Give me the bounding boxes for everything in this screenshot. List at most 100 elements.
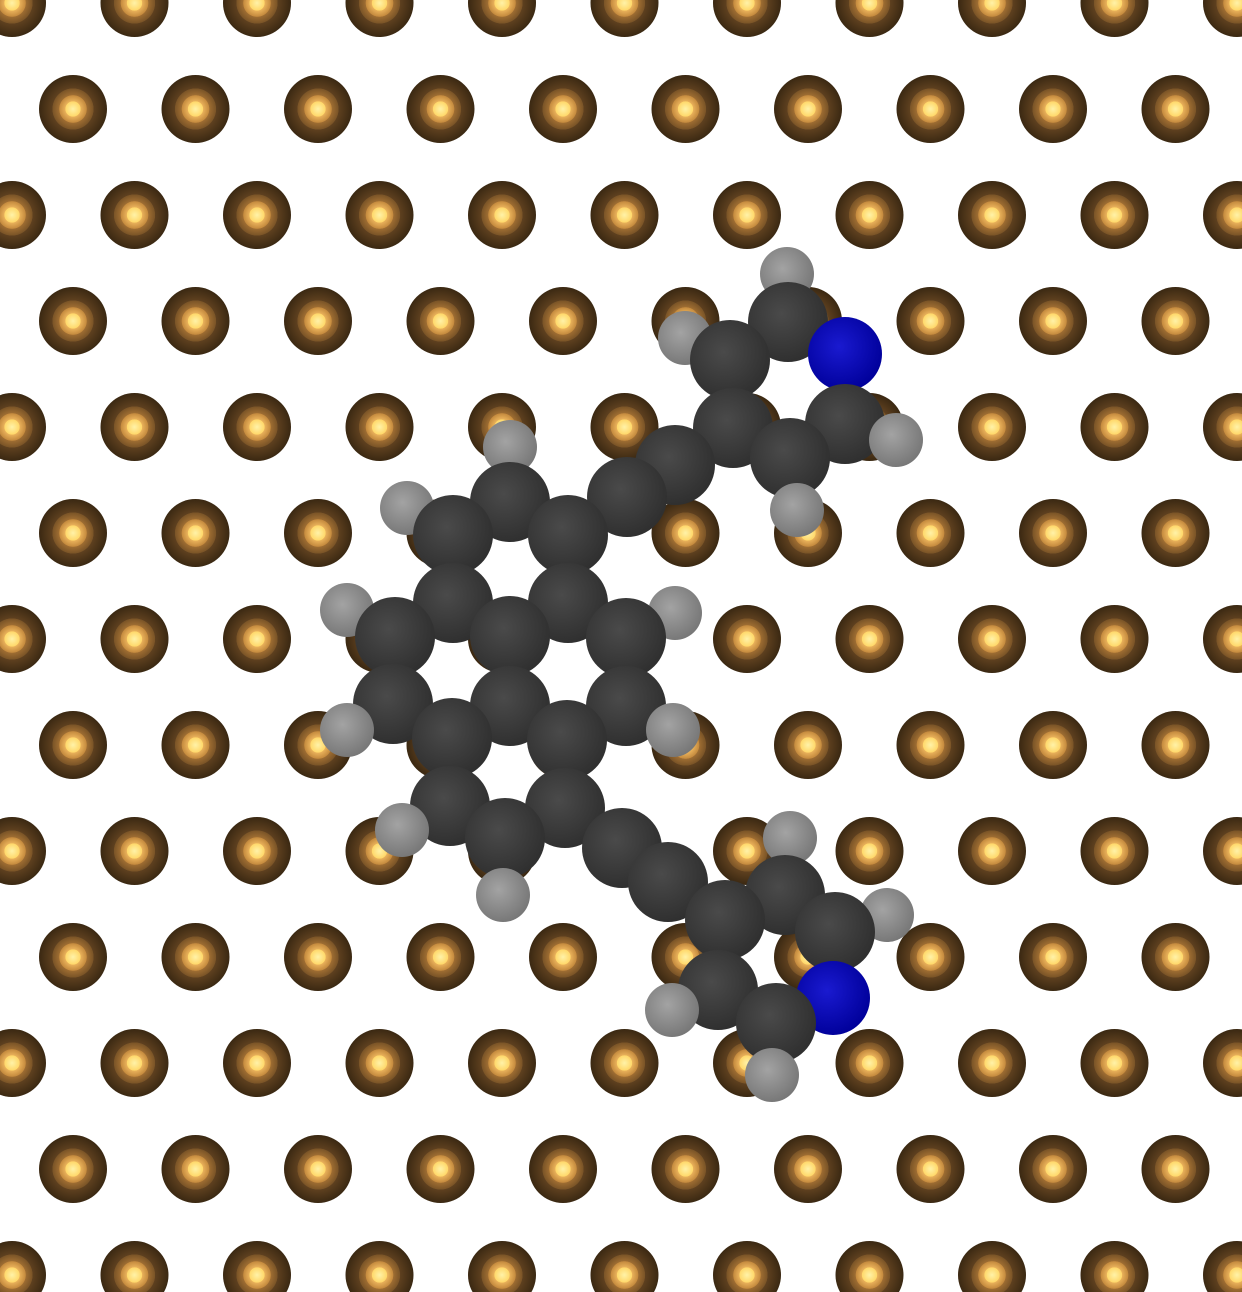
hydrogen-atom [869, 413, 923, 467]
surface-atom [774, 75, 842, 143]
carbon-atom [628, 842, 708, 922]
surface-atom [1141, 1135, 1210, 1203]
surface-atom [1080, 0, 1149, 37]
surface-atom [896, 711, 965, 779]
surface-atom [958, 605, 1026, 673]
surface-atom [835, 605, 904, 673]
surface-atom [39, 923, 107, 991]
surface-atom [223, 0, 291, 37]
surface-atom [1080, 181, 1149, 249]
surface-atom [345, 1241, 414, 1292]
surface-atom [161, 1135, 230, 1203]
surface-atom [406, 1135, 475, 1203]
surface-atom [223, 1029, 291, 1097]
surface-atom [835, 181, 904, 249]
surface-atom [958, 817, 1026, 885]
surface-atom [345, 1029, 414, 1097]
surface-atom [1141, 499, 1210, 567]
carbon-atom [586, 598, 666, 678]
surface-atom [284, 1135, 352, 1203]
surface-atom [1019, 75, 1087, 143]
surface-atom [100, 181, 169, 249]
surface-atom [1141, 287, 1210, 355]
surface-atom [958, 0, 1026, 37]
hydrogen-atom [646, 703, 700, 757]
surface-atom [835, 1029, 904, 1097]
surface-atom [1080, 1029, 1149, 1097]
surface-atom [345, 181, 414, 249]
surface-atom [39, 1135, 107, 1203]
carbon-atom [748, 282, 828, 362]
carbon-atom [465, 798, 545, 878]
surface-atom [958, 1241, 1026, 1292]
surface-atom [39, 75, 107, 143]
surface-atom [774, 711, 842, 779]
surface-atom [284, 287, 352, 355]
surface-atom [345, 0, 414, 37]
surface-atom [100, 817, 169, 885]
carbon-atom [690, 320, 770, 400]
surface-atom [468, 1029, 536, 1097]
surface-atom [468, 181, 536, 249]
surface-atom [1080, 605, 1149, 673]
surface-atom [774, 1135, 842, 1203]
surface-atom [590, 181, 659, 249]
surface-atom [161, 287, 230, 355]
carbon-atom [586, 666, 666, 746]
surface-atom [1080, 817, 1149, 885]
surface-atom [223, 817, 291, 885]
surface-atom [958, 181, 1026, 249]
surface-atom [1019, 287, 1087, 355]
surface-atom [100, 0, 169, 37]
surface-atom [1203, 605, 1242, 673]
surface-atom [651, 499, 720, 567]
hydrogen-atom [763, 811, 817, 865]
surface-atom [1203, 1241, 1242, 1292]
surface-atom [100, 1029, 169, 1097]
hydrogen-atom [745, 1048, 799, 1102]
surface-atom [1203, 393, 1242, 461]
surface-atom [39, 499, 107, 567]
surface-atom [406, 287, 475, 355]
surface-atom [590, 1029, 659, 1097]
hydrogen-atom [476, 868, 530, 922]
carbon-atom [750, 418, 830, 498]
surface-atom [1141, 711, 1210, 779]
surface-atom [835, 1241, 904, 1292]
carbon-atom [736, 983, 816, 1063]
surface-atom [1141, 75, 1210, 143]
surface-atom [1019, 1135, 1087, 1203]
surface-atom [1080, 393, 1149, 461]
surface-atom [161, 923, 230, 991]
surface-atom [958, 1029, 1026, 1097]
carbon-atom [528, 563, 608, 643]
surface-atom [284, 923, 352, 991]
surface-atom [100, 605, 169, 673]
surface-atom [406, 75, 475, 143]
surface-atom [1080, 1241, 1149, 1292]
surface-atom [284, 499, 352, 567]
carbon-atom [527, 700, 607, 780]
surface-atom [1203, 817, 1242, 885]
surface-atom [713, 181, 781, 249]
carbon-atom [470, 596, 550, 676]
surface-atom [161, 499, 230, 567]
surface-atom [896, 75, 965, 143]
carbon-atom [587, 457, 667, 537]
surface-atom [284, 75, 352, 143]
carbon-atom [528, 495, 608, 575]
surface-atom [345, 393, 414, 461]
surface-atom [0, 605, 46, 673]
surface-atom [0, 0, 46, 37]
surface-atom [223, 1241, 291, 1292]
surface-atom [223, 605, 291, 673]
carbon-atom [795, 892, 875, 972]
surface-atom [835, 817, 904, 885]
surface-atom [1203, 0, 1242, 37]
surface-atom [223, 393, 291, 461]
surface-atom [958, 393, 1026, 461]
surface-atom [0, 817, 46, 885]
surface-atom [100, 1241, 169, 1292]
hydrogen-atom [320, 703, 374, 757]
